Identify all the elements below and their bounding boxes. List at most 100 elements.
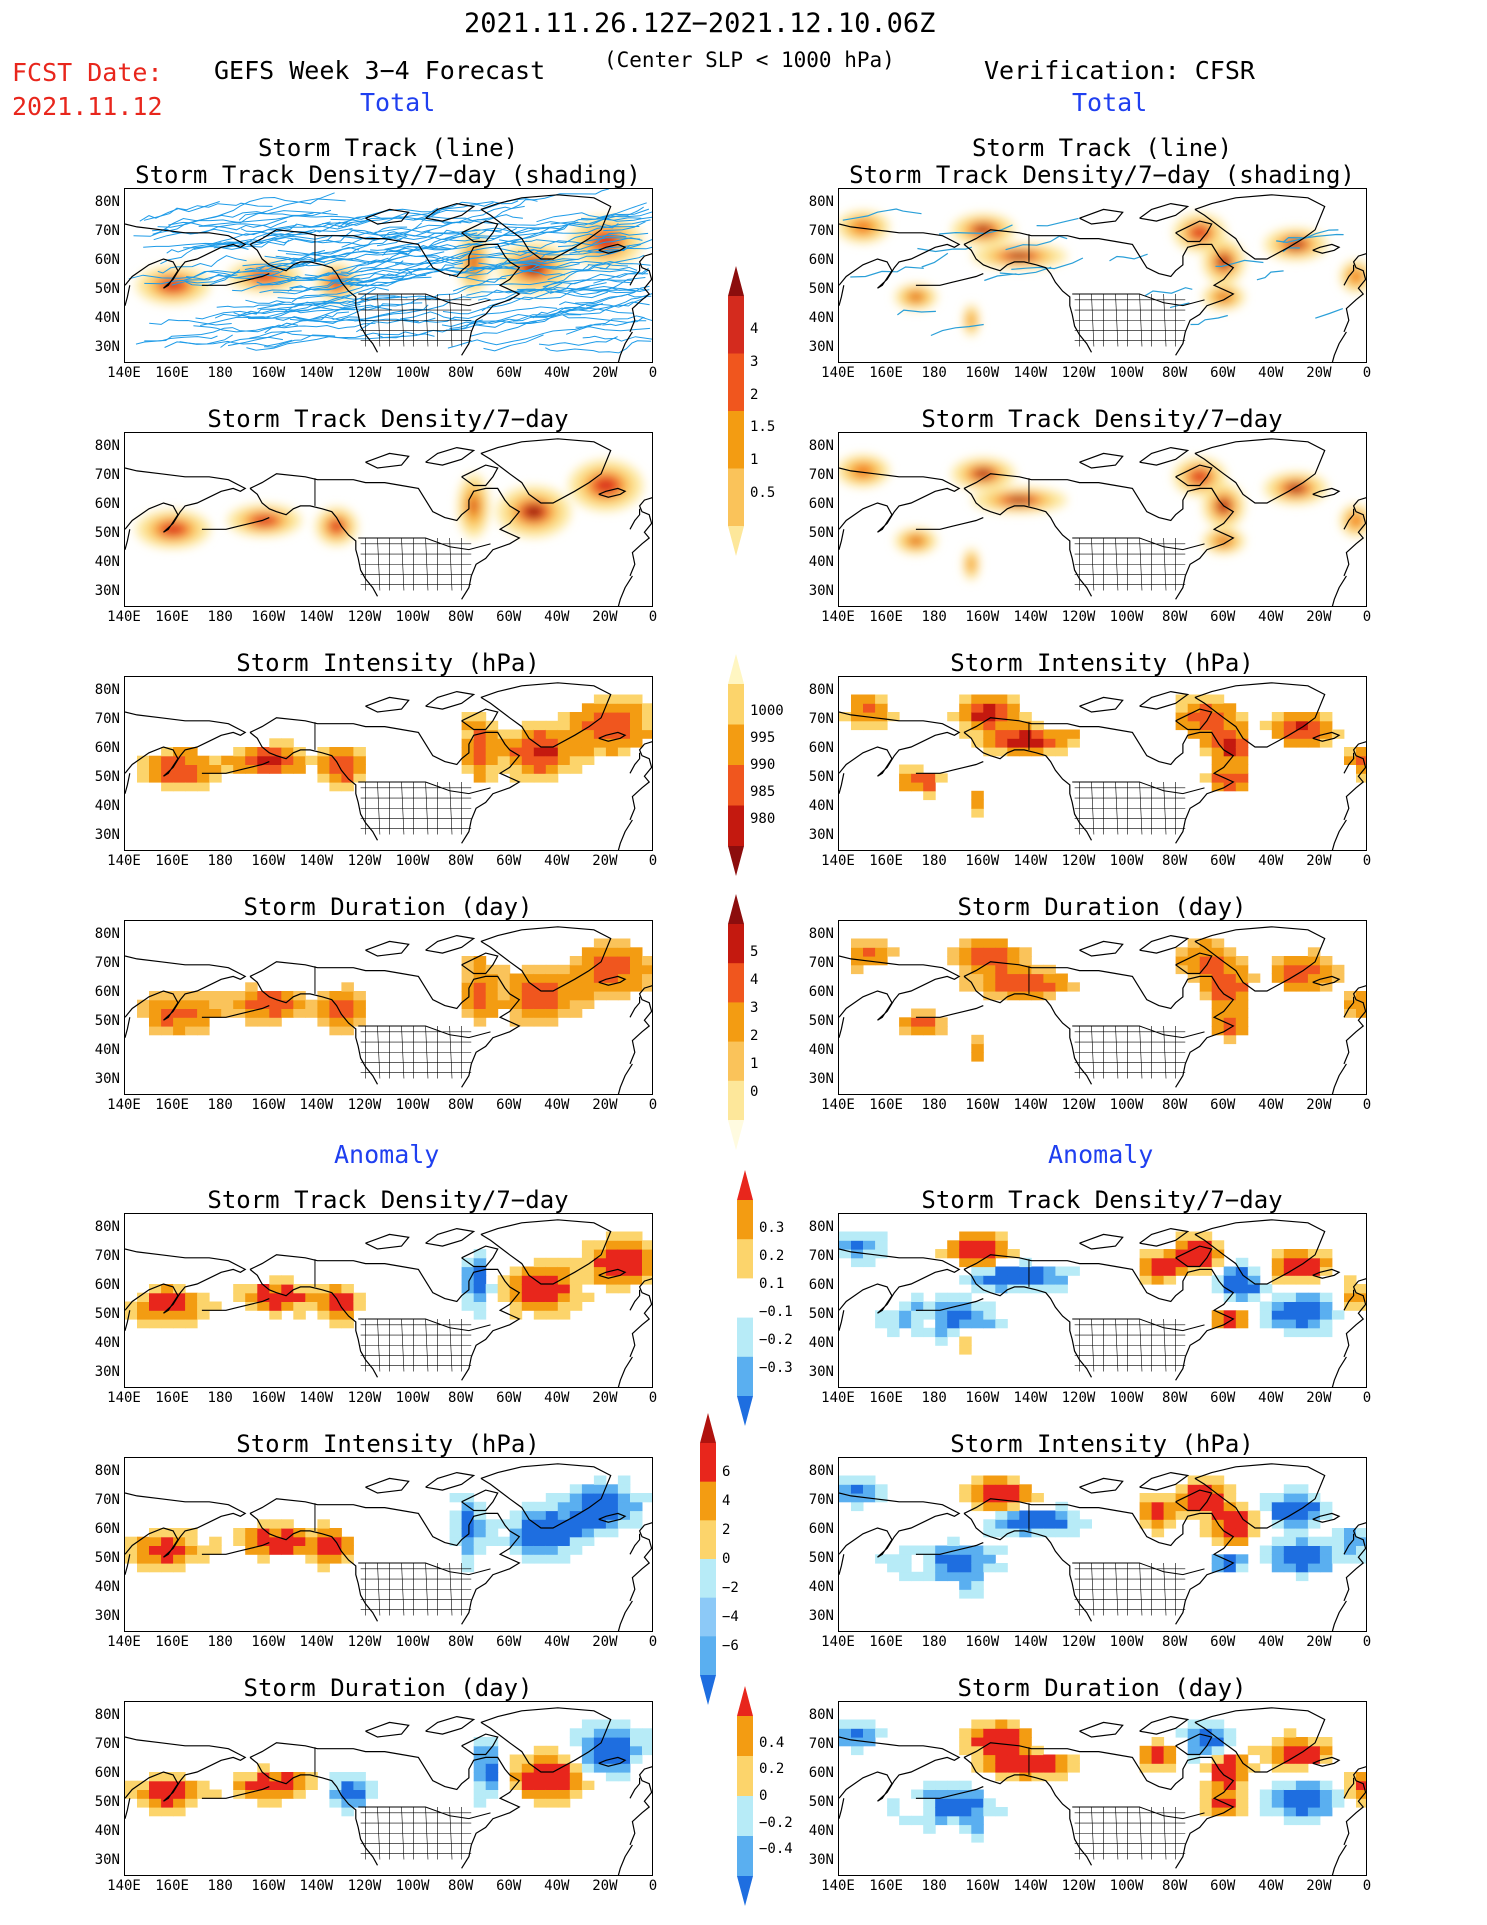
grid-cell — [971, 790, 984, 801]
grid-cell — [851, 1484, 864, 1494]
grid-cell — [1307, 1554, 1321, 1564]
storm-track-line — [304, 259, 427, 277]
grid-cell — [1007, 1754, 1020, 1764]
lon-tick-label: 120W — [347, 609, 382, 625]
grid-cell — [1344, 1789, 1357, 1799]
grid-cell — [209, 773, 222, 783]
storm-track-line — [200, 296, 396, 326]
lon-tick-label: 60W — [496, 1097, 522, 1113]
grid-cell — [983, 747, 996, 757]
grid-cell — [593, 747, 607, 757]
grid-cell — [161, 1536, 174, 1546]
lat-tick-label: 80N — [808, 681, 834, 698]
grid-cell — [1319, 1536, 1333, 1546]
grid-cell — [173, 1789, 186, 1799]
grid-cell — [851, 1728, 864, 1738]
grid-cell — [593, 982, 607, 992]
grid-cell — [545, 991, 559, 1001]
grid-cell — [545, 1554, 559, 1564]
grid-cell — [1283, 1737, 1297, 1747]
grid-cell — [533, 1266, 547, 1276]
grid-cell — [533, 991, 547, 1001]
grid-cell — [1319, 1310, 1333, 1320]
grid-cell — [1247, 1763, 1261, 1773]
grid-cell — [1199, 1484, 1213, 1494]
grid-cell — [557, 964, 571, 975]
grid-cell — [161, 1301, 174, 1311]
grid-cell — [971, 1571, 984, 1582]
grid-cell — [1199, 1528, 1213, 1538]
colorbar-label: 0 — [750, 1084, 759, 1100]
grid-cell — [1356, 764, 1366, 774]
grid-cell — [1007, 720, 1020, 731]
grid-cell — [317, 1310, 330, 1320]
storm-track-line — [275, 316, 360, 325]
lat-tick-label: 70N — [808, 222, 834, 239]
lat-tick-label: 30N — [94, 827, 120, 844]
lon-tick-label: 80W — [1161, 609, 1188, 625]
grid-cell — [1187, 720, 1201, 731]
grid-cell — [293, 747, 306, 757]
lon-tick-label: 0 — [648, 1634, 658, 1650]
grid-cell — [605, 1284, 619, 1294]
lat-tick-label: 70N — [808, 1247, 834, 1264]
grid-cell — [1199, 1231, 1213, 1241]
grid-cell — [875, 694, 888, 704]
storm-track-line — [214, 303, 361, 319]
grid-cell — [1235, 1319, 1249, 1329]
grid-cell — [1235, 738, 1249, 748]
grid-cell — [1187, 1501, 1201, 1512]
storm-track-line — [603, 221, 646, 232]
grid-cell — [1307, 1327, 1321, 1338]
grid-cell — [557, 755, 571, 765]
grid-cells — [125, 1231, 652, 1329]
grid-cell — [209, 1536, 222, 1546]
grid-cell — [521, 999, 535, 1009]
grid-cell — [1307, 1815, 1321, 1826]
grid-cell — [863, 1484, 876, 1494]
grid-cell — [875, 703, 888, 713]
storm-track-line — [842, 208, 922, 221]
grid-cell — [1356, 1528, 1366, 1538]
grid-cell — [1139, 1257, 1153, 1268]
grid-cell — [125, 1554, 138, 1564]
grid-cell — [605, 694, 619, 704]
grid-cell — [851, 1475, 864, 1485]
grid-cell — [617, 738, 631, 748]
colorbar-anom_density — [737, 1170, 753, 1426]
grid-cell — [1067, 1528, 1080, 1538]
grid-cell — [899, 782, 912, 792]
colorbar-label: 1 — [750, 1056, 759, 1072]
grid-cell — [593, 1719, 607, 1729]
grid-cell — [887, 947, 900, 957]
grid-cell — [911, 773, 924, 783]
grid-cell — [1283, 1763, 1297, 1773]
grid-cell — [1223, 1528, 1237, 1538]
grid-cell — [293, 999, 306, 1009]
grid-cell — [1344, 1301, 1357, 1311]
lon-tick-label: 0 — [648, 609, 658, 625]
grid-cell — [593, 1249, 607, 1259]
grid-cell — [569, 956, 583, 966]
grid-cell — [533, 1519, 547, 1529]
grid-cell — [173, 1545, 186, 1555]
grid-cell — [221, 1008, 234, 1018]
grid-cell — [1307, 729, 1321, 739]
grid-cell — [839, 1231, 852, 1241]
grid-cell — [1199, 982, 1213, 992]
grid-cell — [557, 1284, 571, 1294]
grid-cell — [1295, 1301, 1309, 1311]
grid-cell — [1235, 1275, 1249, 1285]
grid-cell — [1235, 755, 1249, 765]
grid-cell — [1031, 747, 1044, 757]
lon-tick-label: 140W — [299, 1878, 334, 1894]
grid-cell — [1211, 1528, 1225, 1538]
grid-cell — [1019, 1257, 1032, 1268]
grid-cell — [1271, 729, 1285, 739]
lon-tick-label: 60W — [1210, 609, 1236, 625]
grid-cell — [1271, 1789, 1285, 1799]
grid-cell — [1223, 1493, 1237, 1503]
grid-cell — [1007, 738, 1020, 748]
colorbar-triangle-bottom — [728, 526, 744, 556]
grid-cell — [1271, 1807, 1285, 1817]
